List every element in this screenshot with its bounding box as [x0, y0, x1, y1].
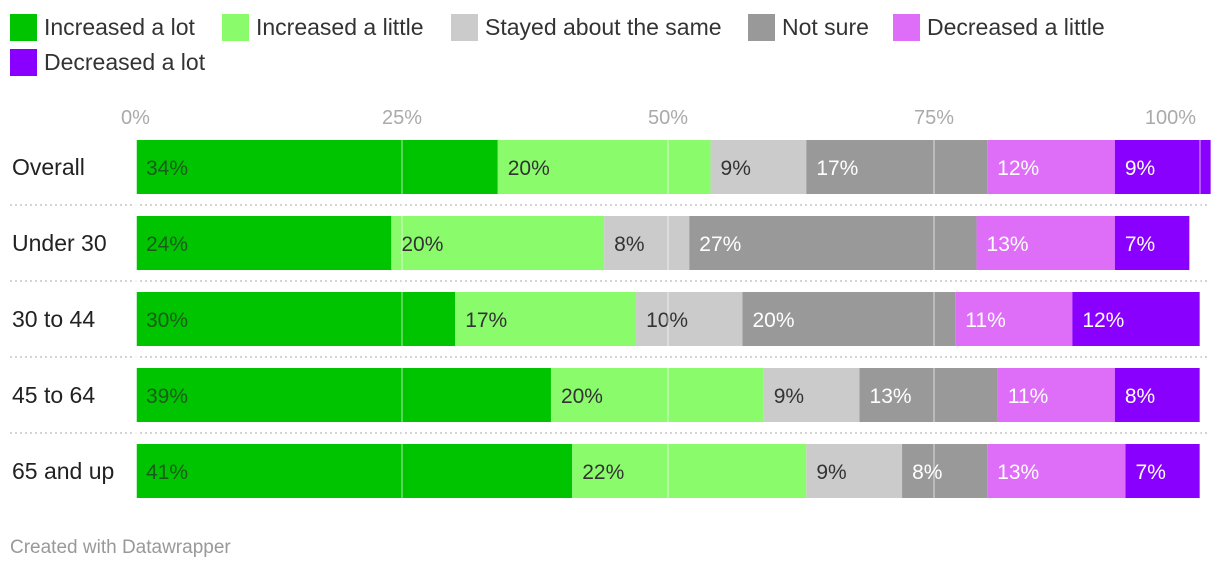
data-label: 41%	[146, 461, 188, 484]
legend-item: Stayed about the same	[451, 10, 722, 44]
data-label: 9%	[774, 385, 804, 408]
data-label: 39%	[146, 385, 188, 408]
legend-item: Increased a lot	[10, 10, 195, 44]
legend-swatch	[451, 13, 478, 41]
data-label: 30%	[146, 309, 188, 332]
legend-item: Increased a little	[222, 10, 423, 44]
bar-segment	[763, 368, 860, 422]
legend-item: Not sure	[748, 10, 869, 44]
data-label: 20%	[752, 309, 794, 332]
data-label: 8%	[1125, 385, 1155, 408]
data-label: 9%	[1125, 157, 1155, 180]
data-label: 20%	[401, 233, 443, 256]
bar-segment	[497, 140, 711, 194]
bar-segment	[136, 444, 573, 498]
bar-segment	[976, 216, 1115, 270]
data-label: 20%	[561, 385, 603, 408]
category-label: Overall	[12, 154, 85, 180]
bar-segment	[987, 444, 1126, 498]
legend-label: Decreased a lot	[44, 48, 206, 75]
legend-item: Decreased a lot	[10, 45, 205, 79]
data-label: 11%	[965, 309, 1005, 332]
bar-segment	[136, 216, 392, 270]
category-label: 30 to 44	[12, 306, 95, 332]
legend-item: Decreased a little	[893, 10, 1105, 44]
legend-label: Increased a little	[256, 13, 424, 40]
data-label: 27%	[699, 233, 741, 256]
legend-swatch	[893, 13, 920, 41]
legend-label: Not sure	[782, 13, 869, 40]
bar-segment	[455, 292, 637, 346]
data-label: 17%	[816, 157, 858, 180]
bar-segment	[1114, 368, 1200, 422]
legend-swatch	[10, 13, 37, 41]
data-label: 9%	[721, 157, 751, 180]
x-tick-label: 50%	[648, 107, 688, 129]
bar-segment	[997, 368, 1115, 422]
bar-segment	[806, 140, 988, 194]
data-label: 13%	[997, 461, 1039, 484]
bar-segment	[689, 216, 977, 270]
legend-swatch	[10, 48, 37, 76]
category-label: 65 and up	[12, 458, 114, 484]
bar-segment	[391, 216, 605, 270]
data-label: 11%	[1008, 385, 1048, 408]
bar-segment	[859, 368, 998, 422]
data-label: 17%	[465, 309, 507, 332]
data-label: 9%	[816, 461, 846, 484]
x-tick-label: 25%	[382, 107, 422, 129]
bar-segment	[136, 140, 498, 194]
bar-segment	[572, 444, 807, 498]
bars-group: 34% 20% 9% 17% 12% 9% 24% 20% 8% 27% 13% 7% 30% 17% 10…	[136, 140, 1211, 498]
bar-segment	[1114, 216, 1190, 270]
bar-segment	[1114, 140, 1211, 194]
bar-segment	[1072, 292, 1200, 346]
category-label: Under 30	[12, 230, 107, 256]
data-label: 12%	[997, 157, 1039, 180]
data-label: 12%	[1082, 309, 1124, 332]
data-label: 7%	[1136, 461, 1166, 484]
legend-swatch	[748, 13, 775, 41]
data-label: 13%	[870, 385, 912, 408]
bar-segment	[710, 140, 807, 194]
category-label: 45 to 64	[12, 382, 95, 408]
legend-label: Decreased a little	[927, 13, 1105, 40]
data-label: 13%	[987, 233, 1029, 256]
bar-segment	[742, 292, 956, 346]
bar-segment	[955, 292, 1073, 346]
data-label: 22%	[582, 461, 624, 484]
x-tick-label: 0%	[121, 107, 150, 129]
bar-segment	[806, 444, 903, 498]
x-tick-label: 100%	[1145, 107, 1196, 129]
data-label: 10%	[646, 309, 688, 332]
bar-segment	[136, 292, 456, 346]
data-label: 8%	[912, 461, 942, 484]
bar-segment	[987, 140, 1115, 194]
footer-credit: Created with Datawrapper	[10, 537, 231, 558]
bar-segment	[550, 368, 764, 422]
data-label: 7%	[1125, 233, 1155, 256]
data-label: 8%	[614, 233, 644, 256]
legend-swatch	[222, 13, 249, 41]
legend-label: Increased a lot	[44, 13, 195, 40]
x-tick-label: 75%	[914, 107, 954, 129]
bar-segment	[136, 368, 551, 422]
bar-segment	[902, 444, 988, 498]
legend-label: Stayed about the same	[485, 13, 722, 40]
bar-segment	[1125, 444, 1200, 498]
data-label: 20%	[508, 157, 550, 180]
data-label: 34%	[146, 157, 188, 180]
data-label: 24%	[146, 233, 188, 256]
bar-segment	[604, 216, 690, 270]
bar-segment	[636, 292, 743, 346]
